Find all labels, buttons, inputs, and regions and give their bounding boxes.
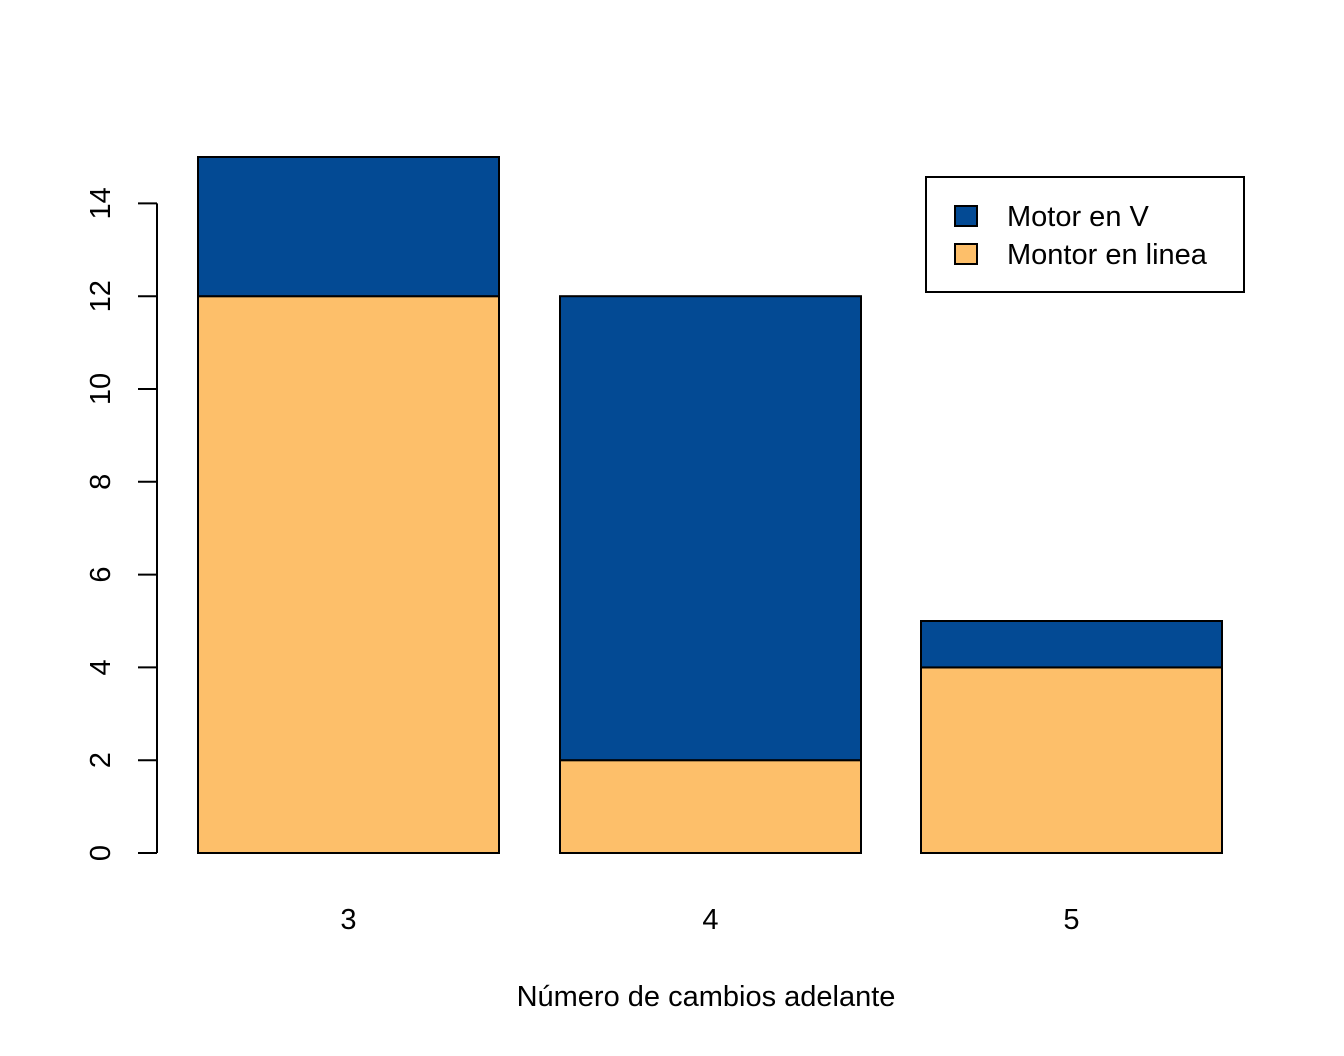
legend-swatch [954,243,978,265]
x-category-label: 3 [340,904,356,936]
bar-segment-3-series-1 [197,156,500,298]
x-axis-title: Número de cambios adelante [517,981,896,1013]
bars [197,156,1223,855]
y-tick-label: 0 [85,845,117,861]
legend-swatch [954,205,978,227]
y-tick-label: 8 [85,474,117,490]
y-tick-label: 4 [85,659,117,675]
y-tick-label: 2 [85,752,117,768]
legend: Motor en V Montor en linea [925,176,1245,293]
bar-segment-5-series-0 [920,666,1223,855]
x-axis-category-labels: 3 4 5 [340,904,1079,936]
bar-segment-4-series-1 [559,295,862,762]
y-tick-label: 14 [85,187,117,219]
legend-box [925,176,1245,293]
legend-label: Montor en linea [1007,239,1208,271]
bar-segment-3-series-0 [197,295,500,854]
x-category-label: 5 [1063,904,1079,936]
y-axis: 0 2 4 6 8 10 12 14 [85,187,158,861]
legend-label: Motor en V [1007,201,1149,233]
bar-segment-5-series-1 [920,620,1223,669]
y-tick-label: 6 [85,567,117,583]
x-category-label: 4 [702,904,718,936]
y-tick-label: 10 [85,373,117,405]
bar-segment-4-series-0 [559,759,862,855]
y-tick-label: 12 [85,280,117,312]
